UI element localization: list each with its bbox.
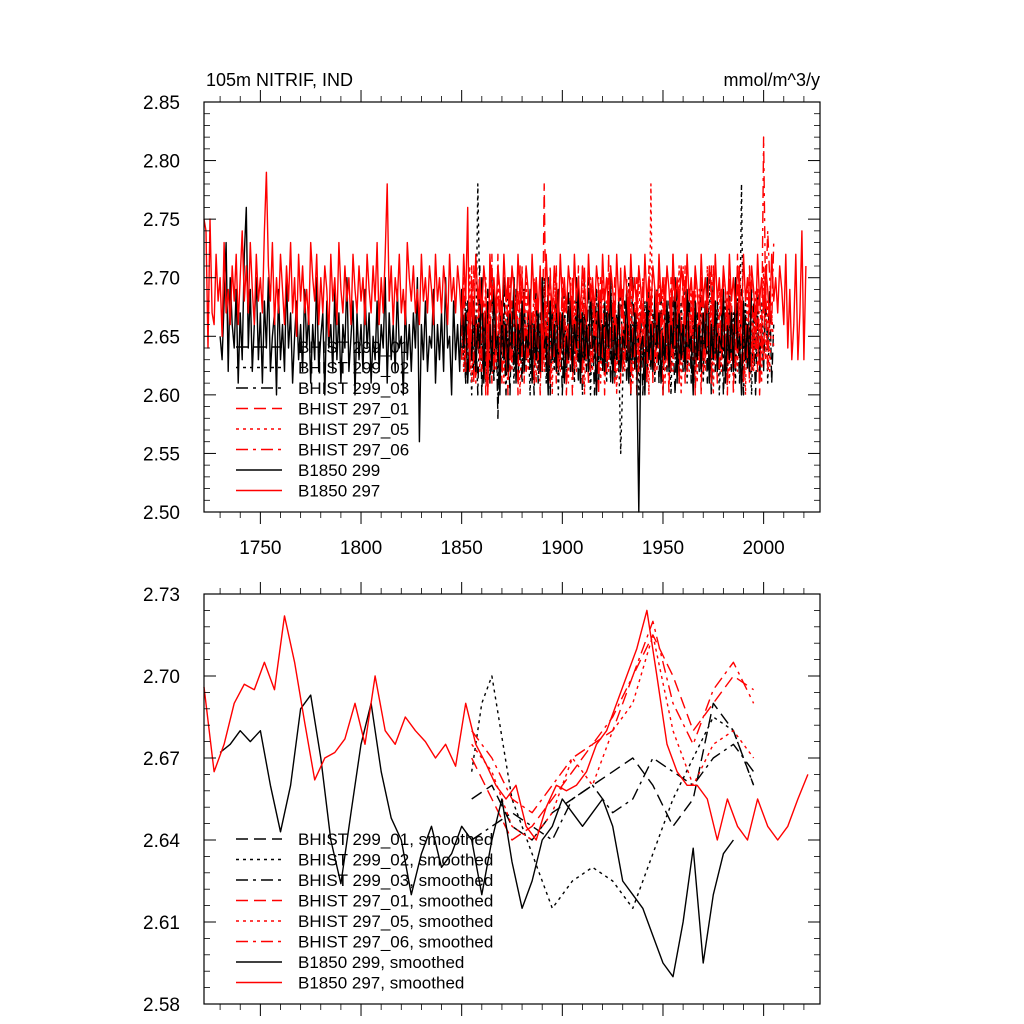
legend-label: BHIST 299_01, smoothed: [298, 830, 493, 849]
y-tick-label: 2.55: [143, 444, 180, 465]
panel-title: 105m NITRIF, IND: [206, 70, 353, 90]
x-tick-label: 2000: [742, 538, 784, 559]
units-label: mmol/m^3/y: [724, 70, 820, 90]
y-tick-label: 2.70: [143, 667, 180, 688]
series-line-6: [471, 620, 755, 814]
legend-label: BHIST 297_06, smoothed: [298, 933, 493, 952]
x-tick-label: 1900: [541, 538, 583, 559]
x-tick-label: 1800: [340, 538, 382, 559]
y-tick-label: 2.61: [143, 913, 180, 934]
legend-label: B1850 299, smoothed: [298, 953, 464, 972]
y-tick-label: 2.58: [143, 995, 180, 1016]
bottom-panel: 2.58 2.61 2.64 2.67 2.70 2.73 BHIST 299_01, sm…: [143, 582, 821, 1016]
y-tick-label: 2.80: [143, 152, 180, 173]
plot-frame: [203, 101, 821, 513]
legend-label: BHIST 299_02, smoothed: [298, 851, 493, 870]
y-tick-label: 2.85: [143, 93, 180, 114]
x-tick-label: 1850: [441, 538, 483, 559]
legend-label: B1850 297: [298, 482, 380, 501]
legend-label: B1850 297, smoothed: [298, 974, 464, 993]
y-tick-label: 2.70: [143, 269, 180, 290]
y-tick-label: 2.50: [143, 503, 180, 524]
legend-label: BHIST 299_03: [298, 379, 409, 398]
legend-label: BHIST 297_01, smoothed: [298, 892, 493, 911]
series-line-7: [219, 694, 734, 978]
y-tick-label: 2.60: [143, 386, 180, 407]
y-tick-label: 2.75: [143, 210, 180, 231]
series-line-8: [203, 609, 809, 841]
legend-label: B1850 299: [298, 461, 380, 480]
legend-label: BHIST 297_06: [298, 441, 409, 460]
legend-label: BHIST 299_03, smoothed: [298, 871, 493, 890]
legend-label: BHIST 297_01: [298, 400, 409, 419]
series-line-5: [471, 634, 755, 841]
legend-label: BHIST 299_02: [298, 359, 409, 378]
y-tick-label: 2.73: [143, 585, 180, 606]
y-tick-label: 2.67: [143, 749, 180, 770]
y-tick-label: 2.64: [143, 831, 180, 852]
legend-label: BHIST 297_05: [298, 420, 409, 439]
x-tick-label: 1950: [642, 538, 684, 559]
y-tick-label: 2.65: [143, 327, 180, 348]
series-line-3: [471, 743, 755, 841]
plot-frame: [203, 593, 821, 1005]
top-panel: 1750 1800 1850 1900 1950 2000 2.50 2.55 2.60 2.65…: [143, 70, 821, 559]
legend-label: BHIST 299_01: [298, 338, 409, 357]
series-line-4: [471, 634, 754, 841]
series-line-8: [203, 171, 807, 396]
series-line-1: [471, 702, 755, 841]
x-tick-label: 1750: [239, 538, 281, 559]
legend-label: BHIST 297_05, smoothed: [298, 912, 493, 931]
